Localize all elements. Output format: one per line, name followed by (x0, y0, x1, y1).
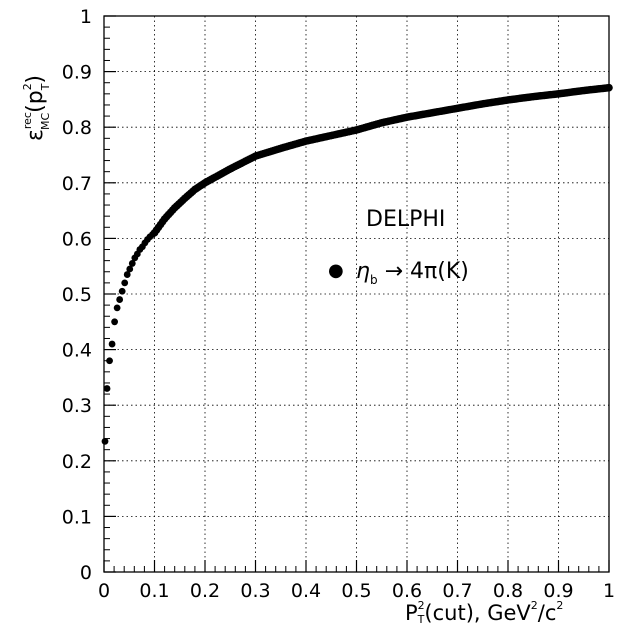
y-tick-label: 0.3 (62, 395, 92, 417)
y-tick-label: 0.8 (62, 117, 92, 139)
x-axis-title: P2 T(cut), GeV2/c2 (405, 599, 563, 626)
x-title-sup2: 2 (531, 599, 538, 612)
data-point (126, 265, 134, 273)
y-tick-label: 0 (80, 562, 92, 584)
data-point (108, 340, 116, 348)
data-point (128, 260, 136, 267)
data-point (118, 287, 126, 295)
x-tick-label: 0.5 (341, 580, 371, 602)
y-tick-label: 0.2 (62, 451, 92, 473)
data-point (121, 279, 129, 287)
legend-label-sub: b (370, 273, 378, 287)
x-title-sup3: 2 (556, 599, 563, 612)
y-tick-label: 0.9 (62, 62, 92, 84)
x-tick-label: 1 (603, 580, 615, 602)
y-tick-label: 1 (80, 6, 92, 28)
legend-symbol: ● (328, 260, 344, 281)
data-point (605, 83, 613, 92)
x-tick-labels: 0 0.1 0.2 0.3 0.4 0.5 0.6 0.7 0.8 0.9 1 (98, 580, 615, 602)
x-title-rest: (cut), GeV (424, 601, 531, 625)
y-tick-label: 0.1 (62, 506, 92, 528)
y-tick-label: 0.6 (62, 228, 92, 250)
y-title-close: ) (23, 75, 48, 84)
data-point (111, 318, 119, 326)
data-point (116, 296, 124, 303)
x-tick-label: 0.3 (240, 580, 270, 602)
x-tick-label: 0 (98, 580, 110, 602)
data-point (106, 357, 113, 365)
data-point (103, 385, 111, 392)
data-point (123, 271, 131, 278)
x-tick-label: 0.1 (139, 580, 169, 602)
y-title-sup2: 2 (21, 83, 34, 90)
data-points (101, 83, 613, 445)
x-tick-label: 0.9 (543, 580, 573, 602)
x-title-rest2: /c (538, 601, 557, 625)
x-tick-label: 0.6 (392, 580, 422, 602)
x-title-sup: 2 (418, 599, 425, 612)
legend-label-main: η (356, 259, 370, 284)
data-point (101, 437, 109, 445)
y-title-sup: rec (21, 112, 34, 129)
y-tick-label: 0.5 (62, 284, 92, 306)
x-tick-label: 0.2 (190, 580, 220, 602)
y-tick-label: 0.7 (62, 173, 92, 195)
y-title-main: ε (23, 129, 48, 141)
x-tick-label: 0.8 (493, 580, 523, 602)
y-title-sub: MC (39, 113, 52, 130)
y-axis-title: εrec MC(p2 T) (21, 75, 52, 141)
annotation-delphi: DELPHI (366, 207, 445, 232)
x-tick-label: 0.7 (442, 580, 472, 602)
ticks (103, 15, 610, 573)
y-title-open: (p (23, 90, 48, 113)
legend: ● ηb → 4π(K) (328, 259, 469, 287)
y-title-sub2: T (39, 83, 52, 91)
data-point (113, 304, 121, 312)
legend-label-rest: → 4π(K) (378, 259, 469, 284)
x-title-main: P (405, 601, 418, 625)
y-tick-labels: 0 0.1 0.2 0.3 0.4 0.5 0.6 0.7 0.8 0.9 1 (62, 6, 92, 584)
x-tick-label: 0.4 (291, 580, 321, 602)
legend-label: ηb → 4π(K) (356, 259, 469, 287)
x-title-sub: T (417, 613, 425, 626)
y-tick-label: 0.4 (62, 340, 92, 362)
